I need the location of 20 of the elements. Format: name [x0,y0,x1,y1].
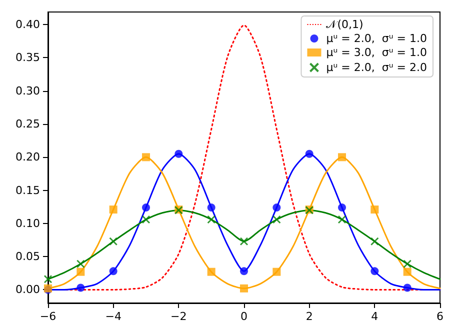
y-tick-label: 0.30 [16,84,40,98]
y-tick-label: 0.00 [16,283,40,296]
legend-label: μᵘ = 2.0, σᵘ = 2.0 [326,61,428,74]
x-tick-label: 0 [240,310,248,323]
y-tick-label: 0.05 [16,250,40,264]
y-tick-label: 0.20 [16,150,40,164]
legend-label: 𝒩(0,1) [326,18,364,31]
x-tick-label: −4 [105,310,122,323]
x-tick-label: 4 [371,310,378,323]
x-tick-label: 6 [436,310,444,323]
y-tick-label: 0.40 [16,18,40,32]
x-tick-label: −6 [40,310,56,323]
x-tick-label: 2 [306,310,313,323]
x-tick-label: −2 [170,310,187,323]
legend-label: μᵘ = 3.0, σᵘ = 1.0 [326,46,428,59]
y-tick-label: 0.25 [16,118,40,131]
y-tick-label: 0.15 [16,184,40,197]
y-tick-label: 0.10 [16,216,40,230]
y-tick-label: 0.35 [16,51,40,64]
legend-label: μᵘ = 2.0, σᵘ = 1.0 [326,32,428,45]
